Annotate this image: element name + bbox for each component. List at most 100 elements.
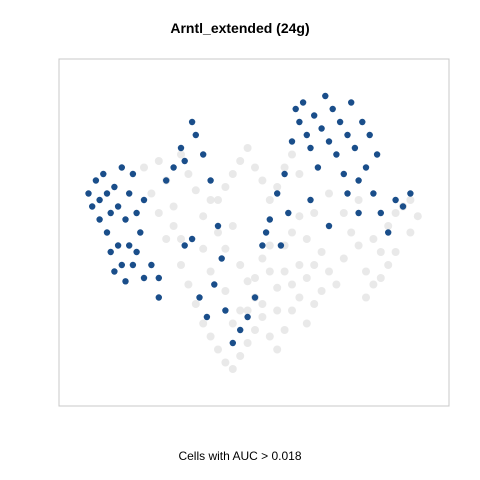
highlighted-cell-point	[299, 99, 307, 106]
background-cell-point	[265, 196, 274, 204]
background-cell-point	[280, 326, 289, 334]
highlighted-cell-point	[262, 229, 270, 236]
background-cell-point	[295, 261, 304, 269]
highlighted-cell-point	[96, 196, 103, 204]
highlighted-cell-point	[274, 190, 281, 197]
highlighted-cell-point	[140, 196, 148, 204]
background-cell-point	[302, 235, 311, 243]
highlighted-cell-point	[329, 105, 336, 113]
background-cell-point	[354, 241, 363, 250]
highlighted-cell-point	[207, 177, 214, 184]
highlighted-cell-point	[351, 144, 359, 152]
background-cell-point	[310, 261, 319, 269]
highlighted-cell-point	[325, 138, 333, 145]
background-cell-point	[177, 235, 185, 243]
background-cell-point	[310, 300, 319, 308]
background-cell-point	[384, 222, 393, 230]
highlighted-cell-point	[133, 248, 140, 256]
highlighted-cell-point	[126, 190, 133, 197]
background-cell-point	[369, 280, 378, 289]
highlighted-cell-point	[103, 229, 111, 236]
highlighted-cell-point	[385, 229, 392, 236]
highlighted-cell-point	[311, 112, 318, 119]
background-cell-point	[258, 300, 267, 308]
background-cell-point	[251, 326, 259, 334]
background-cell-point	[391, 209, 400, 217]
background-cell-point	[295, 170, 304, 178]
background-cell-point	[376, 248, 385, 256]
highlighted-cell-point	[100, 170, 107, 178]
highlighted-cell-point	[122, 278, 129, 285]
background-cell-point	[221, 358, 230, 367]
highlighted-cell-point	[118, 164, 126, 171]
highlighted-cell-point	[188, 235, 196, 243]
background-cell-point	[221, 183, 230, 191]
background-cell-point	[154, 209, 163, 217]
highlighted-cell-point	[85, 190, 92, 197]
background-cell-point	[214, 196, 222, 204]
background-cell-point	[295, 293, 304, 302]
highlighted-cell-point	[140, 274, 148, 282]
background-cell-point	[258, 313, 267, 321]
highlighted-cell-point	[111, 183, 118, 191]
highlighted-cell-point	[181, 242, 188, 249]
background-cell-point	[369, 235, 378, 243]
background-cell-point	[258, 176, 267, 185]
highlighted-cell-point	[114, 203, 122, 210]
background-cell-point	[214, 345, 222, 354]
highlighted-cell-point	[181, 157, 188, 165]
highlighted-cell-point	[92, 177, 100, 184]
highlighted-cell-point	[137, 229, 144, 236]
background-cell-point	[273, 306, 282, 315]
highlighted-cell-point	[196, 294, 203, 301]
highlighted-cell-point	[244, 313, 251, 321]
background-cell-point	[339, 209, 348, 217]
background-cell-point	[228, 222, 237, 230]
highlighted-cell-point	[222, 307, 229, 314]
background-cell-point	[288, 228, 296, 237]
highlighted-cell-point	[214, 222, 222, 230]
highlighted-cell-point	[188, 118, 196, 126]
background-cell-point	[221, 244, 230, 253]
background-cell-point	[265, 267, 274, 276]
background-cell-point	[243, 144, 252, 152]
highlighted-cell-point	[348, 99, 355, 106]
highlighted-cell-point	[344, 190, 351, 197]
background-cell-point	[317, 248, 326, 256]
background-cell-point	[236, 352, 245, 360]
background-cell-point	[140, 163, 148, 172]
highlighted-cell-point	[370, 190, 377, 197]
background-cell-point	[273, 183, 282, 191]
highlighted-cell-point	[344, 131, 351, 139]
highlighted-cell-point	[325, 222, 333, 230]
background-cell-point	[362, 293, 370, 302]
background-cell-point	[214, 228, 222, 237]
background-cell-point	[154, 157, 163, 165]
highlighted-cell-point	[211, 281, 218, 288]
highlighted-cell-point	[126, 242, 133, 249]
background-cell-point	[169, 202, 178, 211]
background-cell-point	[184, 170, 193, 178]
background-cell-point	[295, 212, 304, 221]
background-cell-point	[384, 261, 393, 269]
background-cell-point	[251, 163, 259, 172]
background-cell-point	[206, 267, 215, 276]
background-cell-point	[162, 235, 171, 243]
highlighted-cell-point	[155, 294, 162, 301]
highlighted-cell-point	[266, 216, 273, 223]
highlighted-cell-point	[251, 294, 259, 301]
background-cell-point	[236, 157, 245, 165]
background-cell-point	[236, 261, 245, 269]
highlighted-cell-point	[340, 170, 347, 178]
highlighted-cell-point	[218, 255, 225, 262]
background-cell-point	[265, 332, 274, 341]
background-cell-point	[273, 345, 282, 354]
background-cell-point	[199, 212, 208, 221]
background-cell-point	[288, 280, 296, 289]
highlighted-cell-point	[155, 274, 162, 282]
background-cell-point	[280, 267, 289, 276]
background-cell-point	[273, 283, 282, 292]
highlighted-cell-point	[373, 151, 381, 158]
highlighted-cell-point	[129, 261, 137, 269]
